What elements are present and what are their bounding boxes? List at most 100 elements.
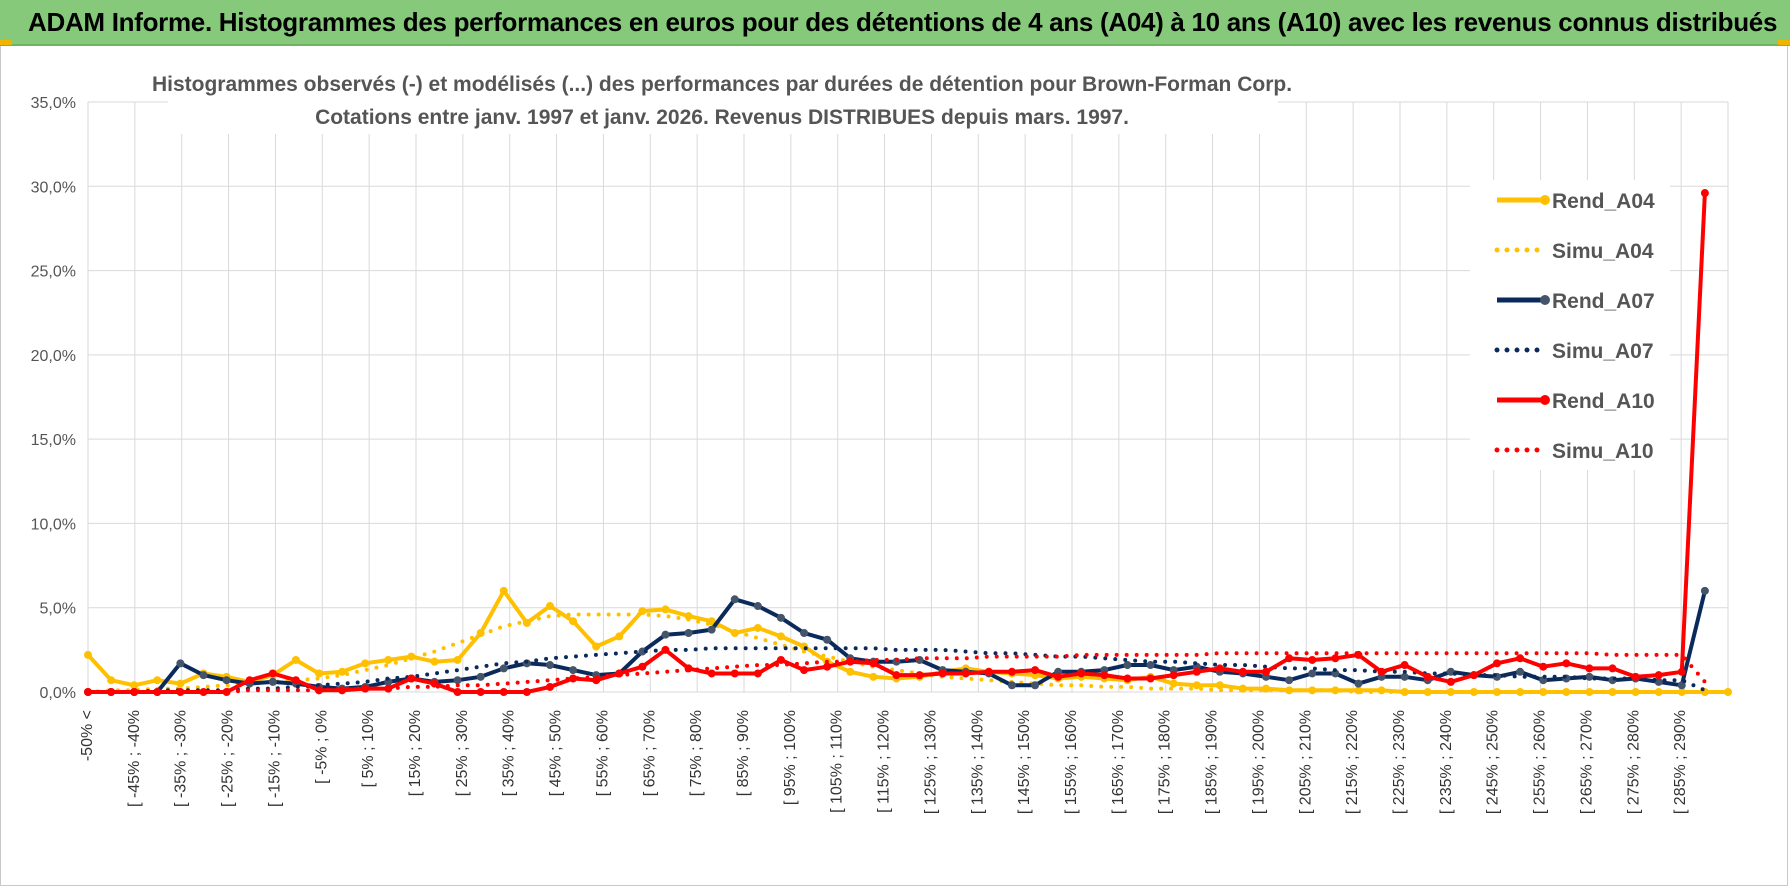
series-simu-a10: [86, 651, 1707, 694]
data-point: [800, 666, 809, 675]
header-banner: ADAM Informe. Histogrammes des performan…: [0, 0, 1790, 46]
data-point: [1400, 661, 1409, 670]
data-point: [361, 684, 370, 693]
data-point: [107, 688, 116, 696]
y-tick-label: 25,0%: [31, 264, 76, 281]
data-point: [176, 679, 185, 688]
x-tick-label: [ 155% ; 160%: [1063, 710, 1080, 814]
data-point: [707, 669, 716, 678]
x-tick-label: [ 255% ; 260%: [1532, 710, 1549, 814]
x-tick-label: [ 225% ; 230%: [1391, 710, 1408, 814]
data-point: [615, 632, 624, 641]
data-point: [1146, 661, 1155, 670]
x-tick-label: [ 135% ; 140%: [969, 710, 986, 814]
data-point: [1654, 671, 1663, 680]
data-point: [407, 674, 416, 683]
y-tick-label: 10,0%: [31, 516, 76, 533]
data-point: [1215, 664, 1224, 673]
data-point: [1423, 672, 1432, 681]
data-point: [1123, 661, 1132, 670]
data-point: [1562, 688, 1571, 696]
x-tick-label: [ 15% ; 20%: [407, 710, 424, 796]
data-point: [1677, 681, 1686, 690]
data-point: [684, 612, 693, 621]
x-tick-label: -50% <: [79, 710, 96, 761]
data-point: [1700, 189, 1709, 198]
data-point: [1169, 679, 1178, 688]
data-point: [499, 664, 508, 673]
data-point: [846, 667, 855, 676]
x-tick-label: [ -15% ; -10%: [266, 710, 283, 807]
data-point: [1631, 672, 1640, 681]
data-point: [245, 676, 254, 685]
series-rend-a10: [88, 192, 1707, 694]
legend-marker: [1540, 395, 1550, 405]
data-point: [1493, 659, 1502, 668]
data-point: [730, 669, 739, 678]
data-point: [1469, 688, 1478, 696]
data-point: [915, 671, 924, 680]
x-tick-label: [ 55% ; 60%: [594, 710, 611, 796]
data-point: [384, 655, 393, 664]
x-tick-label: [ 65% ; 70%: [641, 710, 658, 796]
data-point: [1169, 671, 1178, 680]
data-point: [638, 662, 647, 671]
data-point: [776, 632, 785, 641]
data-point: [1031, 681, 1040, 690]
data-point: [938, 669, 947, 678]
data-point: [453, 655, 462, 664]
data-point: [1308, 669, 1317, 678]
data-point: [846, 657, 855, 666]
data-point: [84, 650, 92, 659]
data-point: [961, 669, 970, 678]
x-tick-label: [ 5% ; 10%: [360, 710, 377, 787]
data-point: [1539, 688, 1548, 696]
data-point: [1192, 667, 1201, 676]
data-point: [499, 688, 508, 696]
banner-corner-left: [0, 40, 12, 45]
data-point: [638, 607, 647, 616]
data-point: [130, 681, 139, 690]
data-point: [1516, 667, 1525, 676]
page-title: ADAM Informe. Histogrammes des performan…: [28, 7, 1778, 37]
data-point: [569, 674, 578, 683]
x-tick-label: [ 265% ; 270%: [1578, 710, 1595, 814]
x-tick-label: [ 235% ; 240%: [1438, 710, 1455, 814]
data-point: [545, 661, 554, 670]
x-tick-label: [ 125% ; 130%: [922, 710, 939, 814]
x-tick-label: [ -5% ; 0%: [313, 710, 330, 784]
data-point: [338, 686, 347, 695]
data-point: [107, 676, 116, 685]
data-point: [776, 655, 785, 664]
data-point: [1400, 688, 1409, 696]
x-tick-label: [ 75% ; 80%: [688, 710, 705, 796]
data-point: [1677, 667, 1686, 676]
data-point: [1469, 671, 1478, 680]
data-point: [1007, 667, 1016, 676]
data-point: [800, 629, 809, 637]
data-point: [476, 672, 485, 681]
legend-label: Simu_A04: [1552, 240, 1654, 263]
x-tick-label: [ 195% ; 200%: [1250, 710, 1267, 814]
data-point: [684, 629, 693, 637]
data-point: [1354, 679, 1363, 688]
data-point: [1516, 654, 1525, 663]
x-tick-label: [ 175% ; 180%: [1157, 710, 1174, 814]
x-tick-label: [ -35% ; -30%: [173, 710, 190, 807]
data-point: [1608, 664, 1617, 673]
data-point: [984, 667, 993, 676]
data-point: [1539, 662, 1548, 671]
data-point: [199, 671, 208, 680]
data-point: [1631, 688, 1640, 696]
data-point: [753, 602, 762, 611]
data-point: [476, 688, 485, 696]
data-point: [1077, 669, 1086, 678]
data-point: [453, 676, 462, 685]
y-tick-label: 15,0%: [31, 432, 76, 449]
legend-background: [1470, 180, 1670, 470]
x-tick-label: [ 35% ; 40%: [501, 710, 518, 796]
legend-marker: [1540, 295, 1550, 305]
y-tick-label: 5,0%: [40, 601, 76, 618]
data-point: [1054, 672, 1063, 681]
data-point: [1100, 671, 1109, 680]
